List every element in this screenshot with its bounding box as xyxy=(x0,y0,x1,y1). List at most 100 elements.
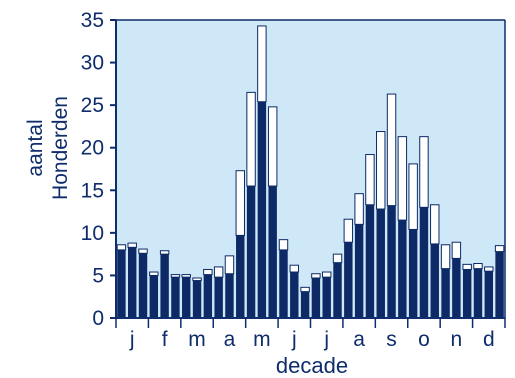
bars-group xyxy=(116,25,505,318)
bar-lower-segment xyxy=(138,253,148,318)
bar-upper-segment xyxy=(376,131,386,210)
bar-lower-segment xyxy=(408,229,418,318)
bar-upper-segment xyxy=(235,170,245,236)
bar-lower-segment xyxy=(333,262,342,318)
bar-lower-segment xyxy=(257,101,267,318)
bar-lower-segment xyxy=(160,254,169,318)
y-tick-label: 20 xyxy=(81,137,104,160)
bar-lower-segment xyxy=(236,235,245,318)
bar-lower-segment xyxy=(268,186,277,318)
bar-lower-segment xyxy=(117,249,126,318)
x-tick-label: n xyxy=(451,328,463,351)
axes-group xyxy=(110,19,506,328)
bar-upper-segment xyxy=(311,273,321,279)
x-tick-label: j xyxy=(291,328,297,351)
bar-lower-segment xyxy=(495,251,504,318)
bar-upper-segment xyxy=(408,163,418,230)
bar-upper-segment xyxy=(473,263,483,270)
y-tick-label: 5 xyxy=(92,264,104,287)
bar-upper-segment xyxy=(451,241,462,259)
bar-upper-segment xyxy=(462,263,472,270)
bar-lower-segment xyxy=(214,277,223,318)
bar-upper-segment xyxy=(224,255,235,275)
bar-lower-segment xyxy=(452,258,461,318)
bar-lower-segment xyxy=(376,209,385,318)
bar-upper-segment xyxy=(343,218,354,243)
y-tick-label: 15 xyxy=(81,179,104,202)
bar-lower-segment xyxy=(171,277,180,318)
bar-upper-segment xyxy=(365,154,375,206)
bar-lower-segment xyxy=(354,224,364,318)
bar-upper-segment xyxy=(484,266,494,272)
bar-lower-segment xyxy=(290,272,299,318)
x-tick-label: f xyxy=(162,328,168,351)
bar-upper-segment xyxy=(138,248,148,254)
bar-lower-segment xyxy=(149,275,159,318)
x-tick-label: m xyxy=(188,328,206,351)
y-tick-label: 0 xyxy=(92,307,104,330)
x-tick-label: a xyxy=(353,328,365,351)
bar-upper-segment xyxy=(267,106,278,187)
bar-upper-segment xyxy=(192,277,202,282)
bar-lower-segment xyxy=(127,247,137,318)
bar-lower-segment xyxy=(473,268,483,318)
bar-upper-segment xyxy=(321,271,332,278)
bar-lower-segment xyxy=(311,277,321,318)
x-tick-label: m xyxy=(253,328,271,351)
bar-upper-segment xyxy=(116,244,127,251)
bar-lower-segment xyxy=(365,204,375,318)
bar-upper-segment xyxy=(278,239,289,251)
bar-upper-segment xyxy=(354,193,364,225)
y-tick-label: 10 xyxy=(81,222,104,245)
x-tick-label: j xyxy=(323,328,329,351)
bar-upper-segment xyxy=(430,204,440,245)
bar-lower-segment xyxy=(398,220,407,318)
x-tick-label: o xyxy=(418,328,430,351)
y-axis-title-line-2: Honderden xyxy=(49,96,72,200)
x-tick-label: s xyxy=(386,328,397,351)
bar-lower-segment xyxy=(430,243,439,318)
bar-upper-segment xyxy=(257,25,267,103)
bar-lower-segment xyxy=(225,273,234,318)
bar-upper-segment xyxy=(300,286,310,293)
bar-lower-segment xyxy=(484,271,494,318)
bar-upper-segment xyxy=(213,266,224,278)
x-tick-label: d xyxy=(483,328,495,351)
bar-upper-segment xyxy=(332,253,343,264)
bar-upper-segment xyxy=(289,264,300,273)
bar-lower-segment xyxy=(387,205,396,318)
bar-lower-segment xyxy=(300,291,310,318)
y-axis-title-line-1: aantal xyxy=(24,119,47,176)
bar-upper-segment xyxy=(181,274,191,278)
y-tick-label: 35 xyxy=(81,9,104,32)
x-axis-title: decade xyxy=(276,353,348,378)
x-tick-label: a xyxy=(224,328,236,351)
bar-upper-segment xyxy=(419,136,429,208)
y-tick-label: 30 xyxy=(81,52,104,75)
bar-lower-segment xyxy=(441,268,450,318)
bar-upper-segment xyxy=(127,242,137,248)
bar-lower-segment xyxy=(246,186,256,318)
bar-upper-segment xyxy=(170,274,181,278)
bar-upper-segment xyxy=(159,250,170,255)
bar-upper-segment xyxy=(203,268,213,276)
plot-background xyxy=(116,20,505,318)
bar-lower-segment xyxy=(279,249,288,318)
bar-lower-segment xyxy=(192,280,202,318)
bar-upper-segment xyxy=(494,245,505,253)
bar-lower-segment xyxy=(462,269,472,318)
bar-lower-segment xyxy=(419,207,429,318)
bar-upper-segment xyxy=(440,244,451,270)
bar-lower-segment xyxy=(322,277,331,318)
bar-upper-segment xyxy=(397,136,408,221)
bar-upper-segment xyxy=(386,93,397,207)
bar-lower-segment xyxy=(203,274,213,318)
bar-lower-segment xyxy=(182,277,191,318)
bar-lower-segment xyxy=(344,242,353,318)
bar-upper-segment xyxy=(246,91,256,187)
y-tick-labels: 0 5 10 15 20 25 30 35 xyxy=(81,9,104,330)
x-tick-label: j xyxy=(129,328,135,351)
bar-upper-segment xyxy=(149,271,159,276)
